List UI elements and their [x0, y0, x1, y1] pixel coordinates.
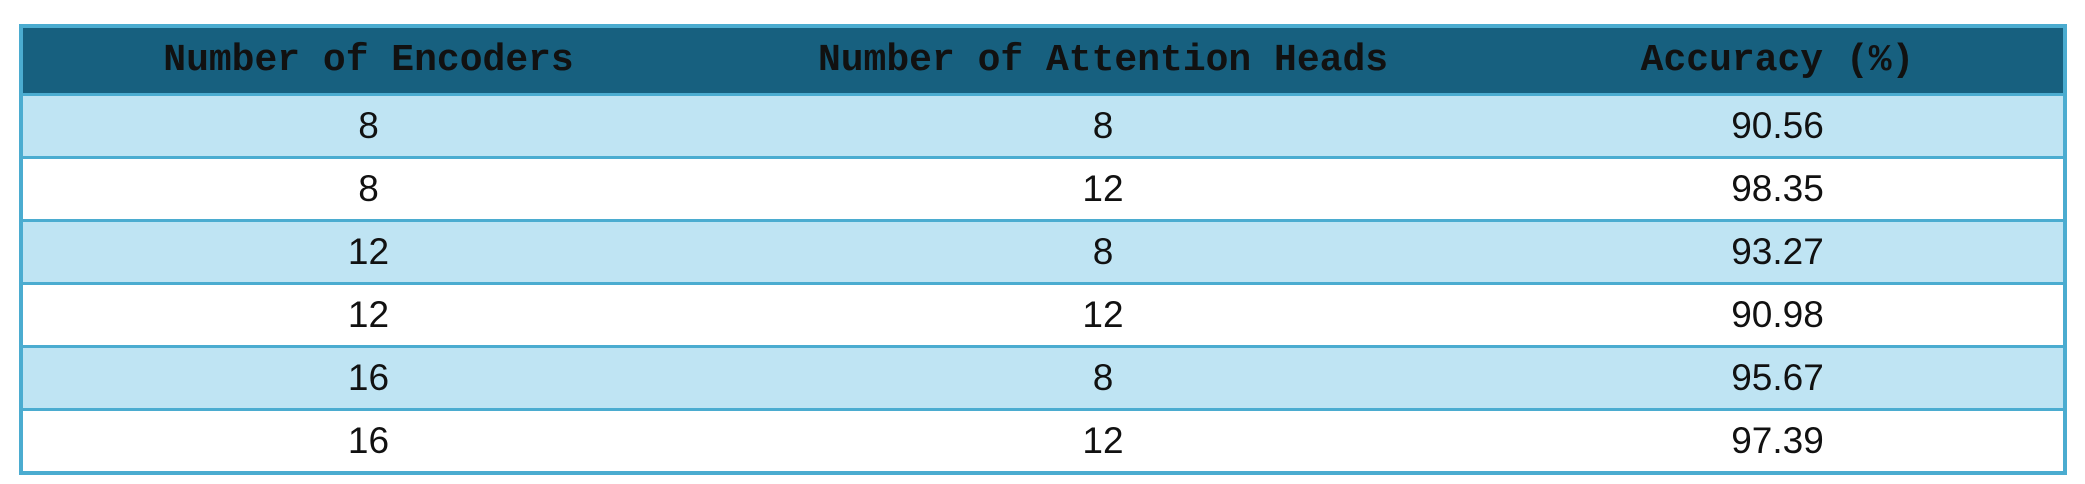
table-row: 8 12 98.35 [21, 156, 2065, 221]
cell-attention-heads: 8 [714, 219, 1492, 284]
cell-accuracy: 90.98 [1492, 282, 2065, 347]
cell-attention-heads: 12 [714, 408, 1492, 473]
cell-accuracy: 93.27 [1492, 219, 2065, 284]
header-number-of-attention-heads: Number of Attention Heads [714, 26, 1492, 96]
table-row: 8 8 90.56 [21, 93, 2065, 158]
cell-accuracy: 98.35 [1492, 156, 2065, 221]
cell-attention-heads: 8 [714, 93, 1492, 158]
cell-attention-heads: 8 [714, 345, 1492, 410]
table-row: 12 8 93.27 [21, 219, 2065, 284]
cell-encoders: 8 [21, 156, 714, 221]
table-body: 8 8 90.56 8 12 98.35 12 8 93.27 12 12 90… [21, 93, 2065, 473]
results-table: Number of Encoders Number of Attention H… [19, 24, 2067, 475]
cell-encoders: 12 [21, 282, 714, 347]
results-table-container: Number of Encoders Number of Attention H… [19, 24, 2067, 475]
header-accuracy: Accuracy (%) [1492, 26, 2065, 96]
table-row: 12 12 90.98 [21, 282, 2065, 347]
table-header: Number of Encoders Number of Attention H… [21, 26, 2065, 96]
table-row: 16 12 97.39 [21, 408, 2065, 473]
header-number-of-encoders: Number of Encoders [21, 26, 714, 96]
cell-accuracy: 97.39 [1492, 408, 2065, 473]
cell-attention-heads: 12 [714, 282, 1492, 347]
cell-encoders: 8 [21, 93, 714, 158]
cell-encoders: 16 [21, 408, 714, 473]
header-row: Number of Encoders Number of Attention H… [21, 26, 2065, 96]
cell-accuracy: 95.67 [1492, 345, 2065, 410]
cell-encoders: 16 [21, 345, 714, 410]
cell-attention-heads: 12 [714, 156, 1492, 221]
table-row: 16 8 95.67 [21, 345, 2065, 410]
cell-encoders: 12 [21, 219, 714, 284]
cell-accuracy: 90.56 [1492, 93, 2065, 158]
